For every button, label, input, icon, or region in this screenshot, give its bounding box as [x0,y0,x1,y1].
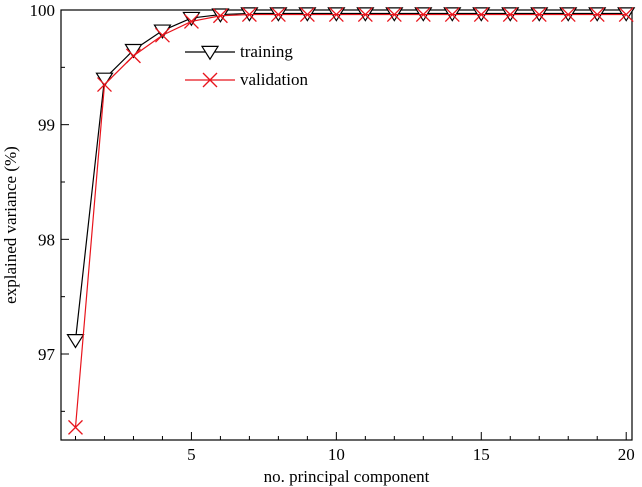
data-point-validation [212,8,228,24]
x-tick-label: 5 [187,445,196,464]
x-tick-label: 15 [473,445,490,464]
data-point-validation [473,7,489,23]
data-point-training [124,43,143,59]
data-point-validation [618,7,634,23]
data-point-validation [126,48,141,64]
marker-stroke [560,7,576,23]
marker-stroke [212,8,228,24]
y-tick-label: 97 [38,345,56,364]
data-point-validation [97,77,112,92]
data-point-validation [531,7,547,23]
data-point-validation [502,7,518,23]
y-axis-title: explained variance (%) [1,146,20,304]
marker-stroke [241,7,257,23]
data-point-validation [386,7,402,23]
marker-stroke [97,77,112,92]
data-point-validation [589,7,605,23]
marker-stroke [328,7,344,23]
data-point-training [182,11,201,27]
plot-border [60,9,633,441]
y-tick-label: 100 [30,1,56,20]
legend-item-validation: validation [185,70,308,89]
marker-stroke [270,7,286,23]
data-point-validation [270,7,286,23]
plot-frame [60,9,633,441]
series-validation [68,7,634,435]
data-point-validation [68,419,83,435]
marker-stroke [183,14,199,29]
marker-stroke [357,7,373,23]
series-line-training [74,12,627,341]
data-point-training [66,334,85,349]
marker-stroke [68,419,83,435]
y-axis: 97 98 99 100 [30,1,69,412]
marker-stroke [618,7,634,23]
data-point-validation [560,7,576,23]
data-point-validation [183,14,199,29]
data-point-validation [415,7,431,23]
data-point-validation [241,7,257,23]
x-tick-label: 10 [328,445,345,464]
data-point-validation [299,7,315,23]
marker-stroke [202,72,218,88]
y-tick-label: 98 [38,230,55,249]
marker-stroke [444,7,460,23]
legend-label: training [240,42,293,61]
y-tick-label: 99 [38,116,55,135]
data-point-validation [444,7,460,23]
legend: training validation [185,42,308,89]
data-point-validation [328,7,344,23]
legend-marker [202,72,218,88]
marker-stroke [154,27,170,43]
marker-stroke [589,7,605,23]
marker-stroke [386,7,402,23]
marker-stroke [473,7,489,23]
legend-label: validation [240,70,308,89]
marker-stroke [299,7,315,23]
series-training [66,7,636,349]
marker-stroke [415,7,431,23]
marker-stroke [126,48,141,64]
data-point-validation [357,7,373,23]
data-point-training [95,72,114,88]
legend-marker [200,45,220,61]
x-axis: 5 10 15 20 [74,432,635,464]
x-tick-label: 20 [618,445,635,464]
series-line-validation [74,13,627,428]
marker-stroke [531,7,547,23]
data-point-validation [154,27,170,43]
marker-stroke [502,7,518,23]
x-axis-title: no. principal component [264,467,430,486]
series-layer [66,7,636,435]
legend-item-training: training [185,42,293,61]
